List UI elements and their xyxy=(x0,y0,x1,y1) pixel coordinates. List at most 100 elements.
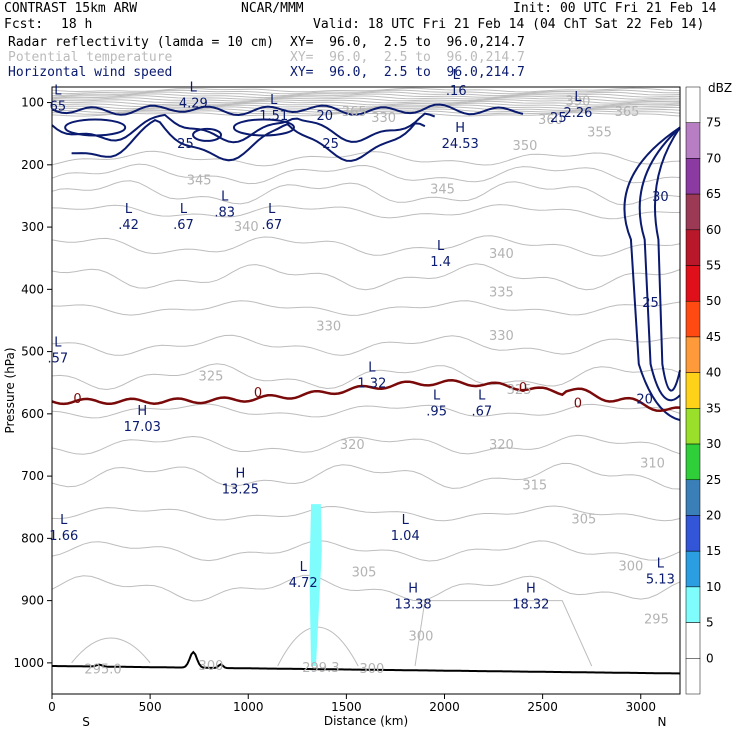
reflectivity-shading xyxy=(309,504,322,666)
north-label: N xyxy=(658,715,667,729)
theta-contour xyxy=(52,104,681,110)
y-tick-label: 800 xyxy=(21,531,44,545)
y-tick-label: 600 xyxy=(21,407,44,421)
colorbar-swatch xyxy=(685,300,701,338)
colorbar-swatch xyxy=(685,408,701,445)
x-tick-label: 0 xyxy=(48,700,56,714)
colorbar-swatch xyxy=(685,265,701,302)
colorbar-tick-label: 65 xyxy=(706,187,721,201)
wind-extremum-kind: L xyxy=(54,84,62,99)
freezing-level-label: 0 xyxy=(519,381,527,396)
wind-extremum-value: 17.03 xyxy=(124,420,161,435)
theta-label: 325 xyxy=(199,369,224,384)
valid-label: Valid: 18 UTC Fri 21 Feb 14 (04 ChT Sat … xyxy=(313,17,705,32)
theta-contour xyxy=(51,95,681,100)
theta-contour xyxy=(51,263,681,291)
wind-contour-label: 25 xyxy=(177,137,194,152)
org-label: NCAR/MMM xyxy=(241,1,304,16)
wind-extremum-value: 4.72 xyxy=(289,576,318,591)
freezing-level xyxy=(51,379,681,413)
forecast-label: Fcst: xyxy=(4,17,44,32)
colorbar-swatch xyxy=(685,586,701,623)
wind-extremum-kind: L xyxy=(60,513,68,528)
colorbar-swatch xyxy=(685,550,701,588)
theta-label: 300 xyxy=(359,662,384,677)
theta-label: 360 xyxy=(538,113,563,128)
colorbar-tick-label: 40 xyxy=(706,366,721,380)
field-wind-name: Horizontal wind speed xyxy=(8,65,173,80)
theta-contour xyxy=(51,97,681,102)
theta-label: 300 xyxy=(199,659,224,674)
theta-label: 345 xyxy=(430,183,455,198)
colorbar-swatch xyxy=(685,336,701,373)
wind-extremum-kind: L xyxy=(190,80,198,95)
wind-contour-label: 25 xyxy=(322,137,339,152)
wind-contour xyxy=(51,103,524,117)
forecast-value: 18 h xyxy=(61,17,93,32)
theta-contour xyxy=(51,204,680,220)
x-axis-label: Distance (km) xyxy=(324,714,408,728)
colorbar-tick-label: 35 xyxy=(706,401,721,415)
theta-contour xyxy=(51,574,681,602)
wind-extremum-value: .67 xyxy=(173,218,194,233)
y-tick-label: 700 xyxy=(21,469,44,483)
wind-extremum-value: 13.25 xyxy=(222,482,259,497)
x-tick-label: 500 xyxy=(139,700,162,714)
wind-extremum-kind: L xyxy=(268,202,276,217)
wind-extremum-value: 1.51 xyxy=(259,109,288,124)
theta-label: 295.0 xyxy=(84,663,121,678)
theta-contour xyxy=(51,300,681,316)
theta-contour xyxy=(51,87,681,93)
theta-label: 325 xyxy=(507,383,532,398)
colorbar-swatch xyxy=(685,193,701,231)
theta-label: 365 xyxy=(615,105,640,120)
theta-contour xyxy=(51,91,681,97)
wind-extremum-kind: L xyxy=(574,90,582,105)
colorbar-swatch xyxy=(685,372,701,409)
colorbar-tick-label: 45 xyxy=(706,330,721,344)
colorbar-tick-label: 20 xyxy=(706,508,721,522)
theta-label: 330 xyxy=(316,320,341,335)
wind-contour-label: 25 xyxy=(550,111,567,126)
model-title: CONTRAST 15km ARW xyxy=(4,1,138,16)
wind-contour-label: 25 xyxy=(642,296,659,311)
wind-extremum-value: 1.32 xyxy=(357,377,386,392)
freezing-level-label: 0 xyxy=(254,386,262,401)
colorbar-tick-label: 15 xyxy=(706,544,721,558)
wind-extremum-kind: L xyxy=(437,239,445,254)
colorbar-swatch xyxy=(685,515,701,552)
wind-extremum-value: 1.04 xyxy=(391,529,420,544)
wind-extremum-kind: H xyxy=(408,582,418,597)
wind-extremum-kind: H xyxy=(137,404,147,419)
theta-contour xyxy=(414,600,593,667)
y-tick-label: 200 xyxy=(21,158,44,172)
y-tick-label: 400 xyxy=(21,282,44,296)
colorbar-tick-label: 75 xyxy=(706,116,721,130)
theta-contour xyxy=(51,235,681,257)
theta-label: 330 xyxy=(489,329,514,344)
theta-label: 300 xyxy=(619,559,644,574)
wind-extremum-value: .57 xyxy=(48,352,69,367)
wind-extremum-kind: L xyxy=(180,202,188,217)
wind-contour xyxy=(71,118,426,162)
theta-contour xyxy=(51,334,681,356)
colorbar-tick-label: 10 xyxy=(706,580,721,594)
reflectivity-cell xyxy=(309,504,322,666)
colorbar-tick-label: 60 xyxy=(706,223,721,237)
wind-extremum-kind: H xyxy=(236,466,246,481)
theta-label: 310 xyxy=(640,457,665,472)
theta-label: 320 xyxy=(340,438,365,453)
colorbar-swatch xyxy=(685,479,701,516)
theta-contour xyxy=(51,99,680,104)
colorbar-tick-label: 55 xyxy=(706,259,721,273)
theta-contour xyxy=(51,363,681,391)
wind-extremum-value: .67 xyxy=(261,218,282,233)
wind-contour xyxy=(64,118,127,137)
wind-extremum-kind: L xyxy=(433,389,441,404)
colorbar-tick-label: 0 xyxy=(706,651,714,665)
theta-label: 355 xyxy=(587,125,612,140)
theta-contour xyxy=(51,93,681,99)
plot-frame xyxy=(51,86,681,695)
